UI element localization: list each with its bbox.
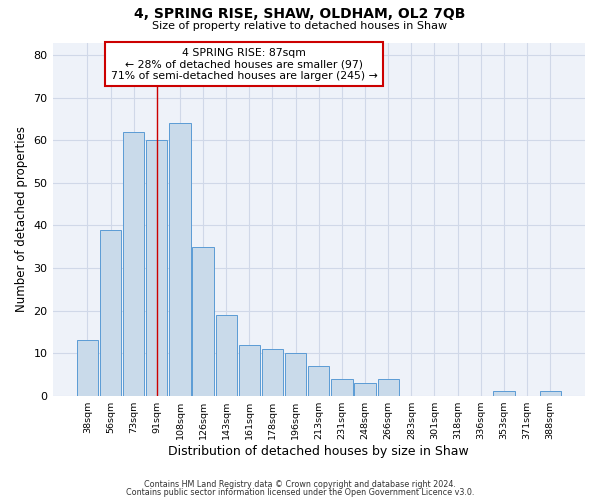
Bar — [123, 132, 145, 396]
Bar — [308, 366, 329, 396]
Bar — [377, 378, 399, 396]
Bar — [355, 383, 376, 396]
Bar — [77, 340, 98, 396]
Text: 4, SPRING RISE, SHAW, OLDHAM, OL2 7QB: 4, SPRING RISE, SHAW, OLDHAM, OL2 7QB — [134, 8, 466, 22]
Bar — [539, 392, 561, 396]
Y-axis label: Number of detached properties: Number of detached properties — [15, 126, 28, 312]
Bar — [193, 246, 214, 396]
Bar — [215, 315, 237, 396]
Text: Contains HM Land Registry data © Crown copyright and database right 2024.: Contains HM Land Registry data © Crown c… — [144, 480, 456, 489]
Bar — [262, 349, 283, 396]
Text: 4 SPRING RISE: 87sqm
← 28% of detached houses are smaller (97)
71% of semi-detac: 4 SPRING RISE: 87sqm ← 28% of detached h… — [111, 48, 377, 81]
Bar — [285, 353, 306, 396]
Bar — [331, 378, 353, 396]
Bar — [100, 230, 121, 396]
Bar — [146, 140, 167, 396]
Text: Size of property relative to detached houses in Shaw: Size of property relative to detached ho… — [152, 21, 448, 31]
Bar — [169, 124, 191, 396]
X-axis label: Distribution of detached houses by size in Shaw: Distribution of detached houses by size … — [169, 444, 469, 458]
Bar — [493, 392, 515, 396]
Text: Contains public sector information licensed under the Open Government Licence v3: Contains public sector information licen… — [126, 488, 474, 497]
Bar — [239, 344, 260, 396]
